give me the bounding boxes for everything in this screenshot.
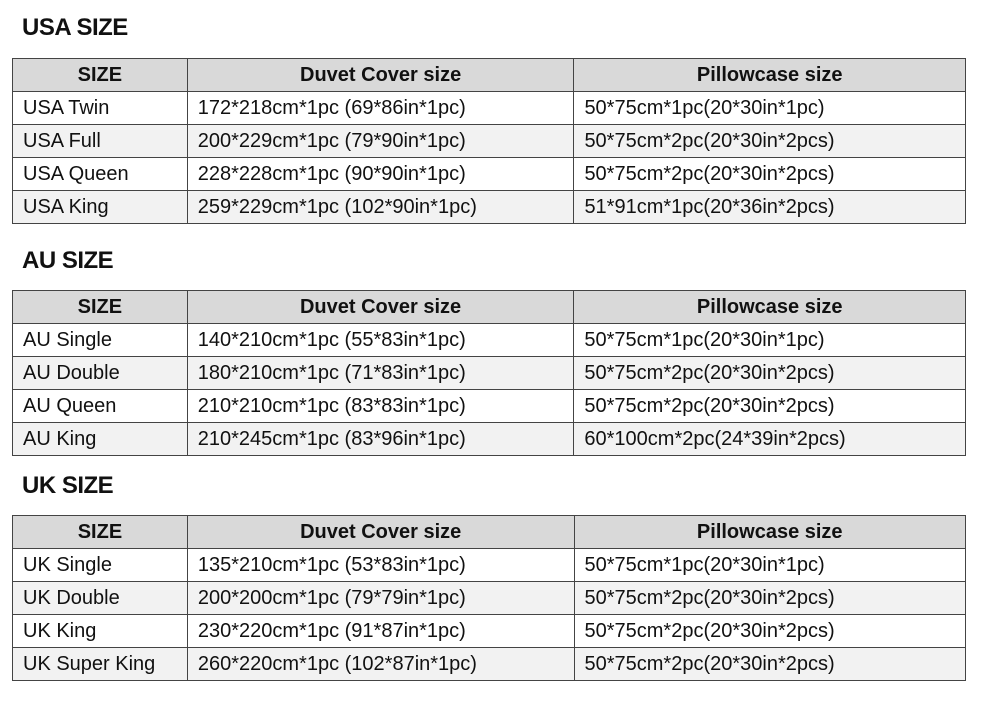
- column-header: Pillowcase size: [573, 515, 966, 549]
- table-cell: 51*91cm*1pc(20*36in*2pcs): [573, 190, 966, 224]
- size-table: SIZE Duvet Cover size Pillowcase size UK Si…: [12, 515, 966, 681]
- table-cell: AU Queen: [12, 389, 188, 423]
- table-cell: 210*210cm*1pc (83*83in*1pc): [186, 389, 575, 423]
- table-cell: 50*75cm*2pc(20*30in*2pcs): [573, 124, 966, 158]
- table-row: UK Single 135*210cm*1pc (53*83in*1pc) 50*7…: [12, 548, 966, 582]
- table-cell: 200*229cm*1pc (79*90in*1pc): [186, 124, 575, 158]
- table-cell: UK Super King: [12, 647, 188, 681]
- table-row: USA King 259*229cm*1pc (102*90in*1pc) 51*9…: [12, 190, 966, 224]
- table-row: UK Double 200*200cm*1pc (79*79in*1pc) 50*7…: [12, 581, 966, 615]
- table-cell: 135*210cm*1pc (53*83in*1pc): [186, 548, 575, 582]
- table-cell: USA Twin: [12, 91, 188, 125]
- table-cell: 180*210cm*1pc (71*83in*1pc): [186, 356, 575, 390]
- table-cell: 172*218cm*1pc (69*86in*1pc): [186, 91, 575, 125]
- column-header: Duvet Cover size: [186, 515, 575, 549]
- table-row: AU Queen 210*210cm*1pc (83*83in*1pc) 50*75…: [12, 389, 966, 423]
- table-cell: USA Queen: [12, 157, 188, 191]
- table-cell: 50*75cm*2pc(20*30in*2pcs): [573, 614, 966, 648]
- table-cell: 50*75cm*2pc(20*30in*2pcs): [573, 581, 966, 615]
- table-header-row: SIZE Duvet Cover size Pillowcase size: [12, 515, 966, 549]
- table-cell: 50*75cm*2pc(20*30in*2pcs): [573, 647, 966, 681]
- column-header: Duvet Cover size: [186, 58, 575, 92]
- table-cell: 50*75cm*2pc(20*30in*2pcs): [573, 157, 966, 191]
- table-cell: 228*228cm*1pc (90*90in*1pc): [186, 157, 575, 191]
- table-cell: 50*75cm*2pc(20*30in*2pcs): [573, 389, 966, 423]
- section-title: AU SIZE: [22, 247, 114, 274]
- table-cell: UK King: [12, 614, 188, 648]
- table-cell: 50*75cm*1pc(20*30in*1pc): [573, 91, 966, 125]
- table-cell: 140*210cm*1pc (55*83in*1pc): [186, 323, 575, 357]
- table-cell: 260*220cm*1pc (102*87in*1pc): [186, 647, 575, 681]
- table-cell: 210*245cm*1pc (83*96in*1pc): [186, 422, 575, 456]
- table-row: AU Single 140*210cm*1pc (55*83in*1pc) 50*7…: [12, 323, 966, 357]
- column-header: Duvet Cover size: [186, 290, 575, 324]
- table-row: USA Full 200*229cm*1pc (79*90in*1pc) 50*75…: [12, 124, 966, 158]
- section-title: UK SIZE: [22, 472, 114, 499]
- size-table: SIZE Duvet Cover size Pillowcase size AU Si…: [12, 290, 966, 456]
- table-cell: UK Single: [12, 548, 188, 582]
- table-row: USA Twin 172*218cm*1pc (69*86in*1pc) 50*75…: [12, 91, 966, 125]
- column-header: SIZE: [12, 58, 188, 92]
- table-row: UK King 230*220cm*1pc (91*87in*1pc) 50*75c…: [12, 614, 966, 648]
- size-table: SIZE Duvet Cover size Pillowcase size USA T…: [12, 58, 966, 224]
- table-cell: AU King: [12, 422, 188, 456]
- column-header: Pillowcase size: [573, 58, 966, 92]
- table-cell: 259*229cm*1pc (102*90in*1pc): [186, 190, 575, 224]
- table-cell: 60*100cm*2pc(24*39in*2pcs): [573, 422, 966, 456]
- table-cell: UK Double: [12, 581, 188, 615]
- table-row: USA Queen 228*228cm*1pc (90*90in*1pc) 50*7…: [12, 157, 966, 191]
- table-row: AU King 210*245cm*1pc (83*96in*1pc) 60*100…: [12, 422, 966, 456]
- table-cell: AU Double: [12, 356, 188, 390]
- table-cell: 50*75cm*1pc(20*30in*1pc): [573, 323, 966, 357]
- section-title: USA SIZE: [22, 14, 128, 41]
- table-row: UK Super King 260*220cm*1pc (102*87in*1pc…: [12, 647, 966, 681]
- table-header-row: SIZE Duvet Cover size Pillowcase size: [12, 58, 966, 92]
- table-cell: AU Single: [12, 323, 188, 357]
- table-cell: USA Full: [12, 124, 188, 158]
- table-cell: 200*200cm*1pc (79*79in*1pc): [186, 581, 575, 615]
- table-header-row: SIZE Duvet Cover size Pillowcase size: [12, 290, 966, 324]
- table-cell: 50*75cm*2pc(20*30in*2pcs): [573, 356, 966, 390]
- column-header: SIZE: [12, 515, 188, 549]
- column-header: Pillowcase size: [573, 290, 966, 324]
- column-header: SIZE: [12, 290, 188, 324]
- table-cell: 230*220cm*1pc (91*87in*1pc): [186, 614, 575, 648]
- table-cell: USA King: [12, 190, 188, 224]
- table-cell: 50*75cm*1pc(20*30in*1pc): [573, 548, 966, 582]
- table-row: AU Double 180*210cm*1pc (71*83in*1pc) 50*7…: [12, 356, 966, 390]
